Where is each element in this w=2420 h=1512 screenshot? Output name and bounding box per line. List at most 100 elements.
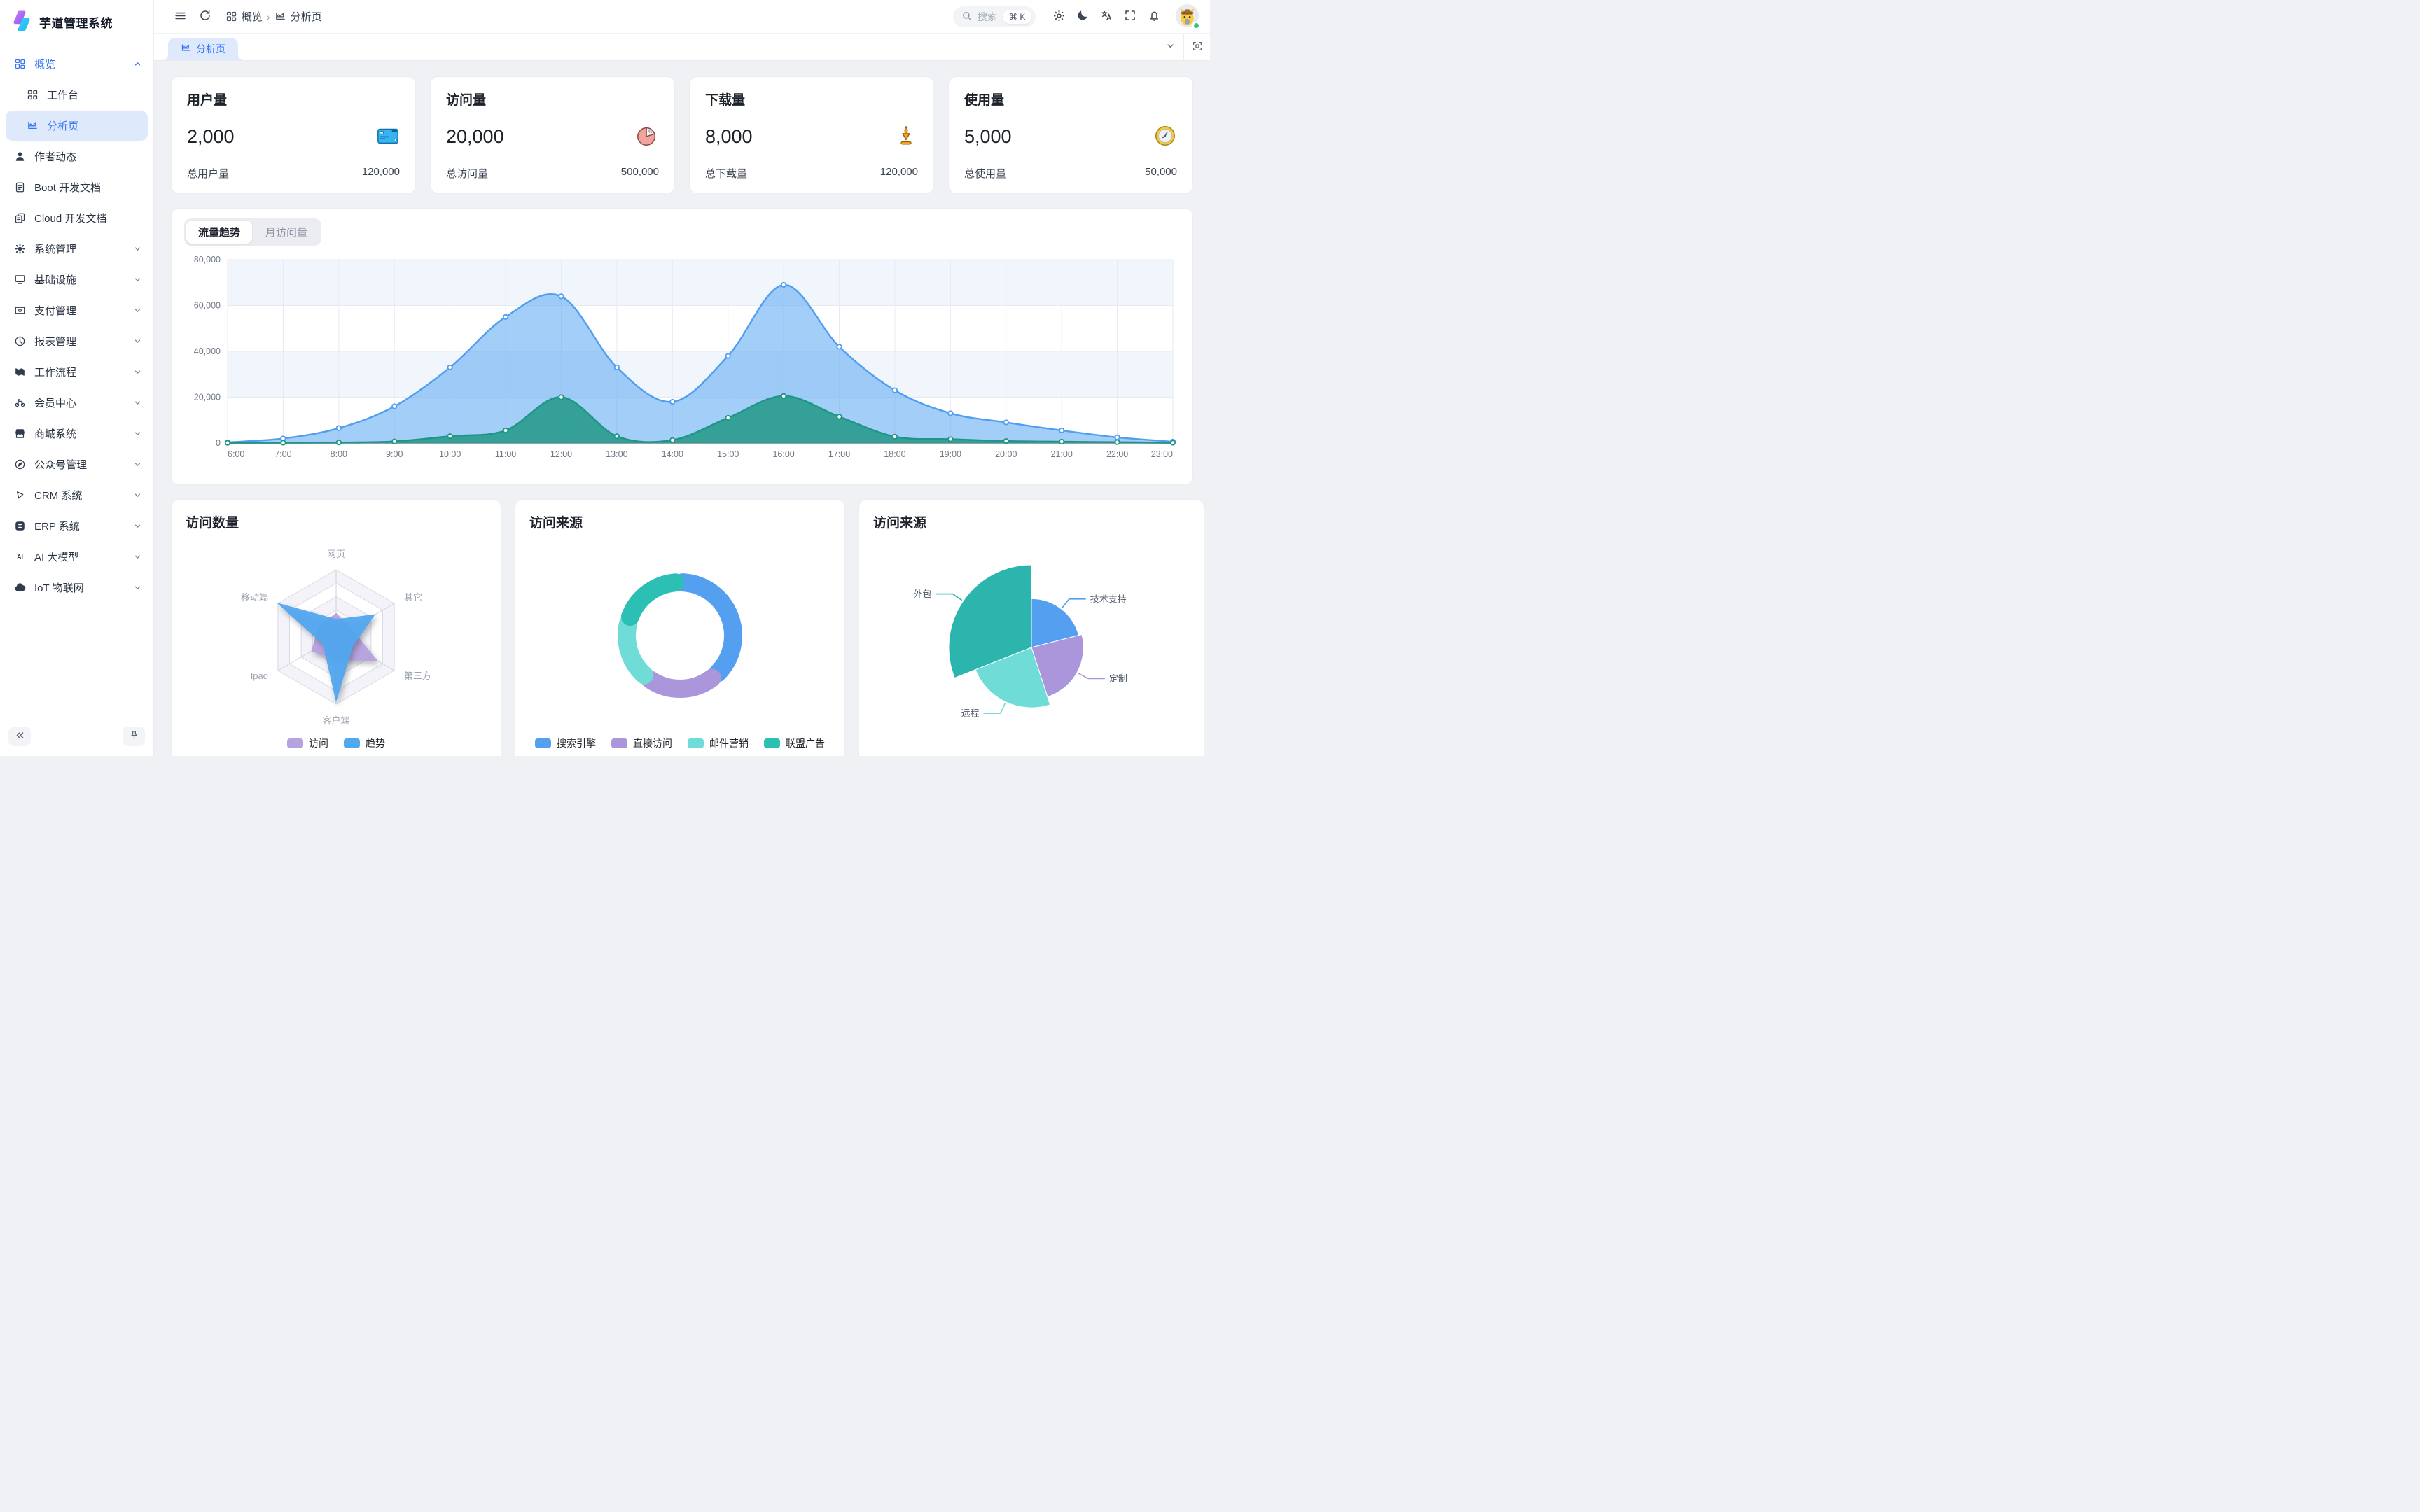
visit-source-donut-chart[interactable] [529,540,830,728]
svg-text:其它: 其它 [404,592,422,603]
sidebar: 芋道管理系统 概览工作台 分析页作者动态 Boot 开发文档 Cloud 开发文档 系统… [0,0,154,756]
trend-tab-月访问量[interactable]: 月访问量 [253,220,319,244]
sidebar-item-报表管理[interactable]: 报表管理 [6,326,148,356]
logo-icon [11,10,32,34]
sidebar-item-系统管理[interactable]: 系统管理 [6,234,148,264]
stat-card-访问量: 访问量 20,000% 总访问量 500,000 [430,76,675,194]
avatar-image [1176,4,1199,27]
dark-mode-button[interactable] [1071,6,1094,27]
svg-text:22:00: 22:00 [1106,449,1128,459]
sidebar-item-CRM 系统[interactable]: CRM 系统 [6,480,148,510]
chevron-down-icon [133,429,142,438]
tab-list-dropdown-button[interactable] [1157,34,1183,60]
tab-label: 分析页 [196,43,225,55]
chevron-down-icon [133,552,142,561]
mall-icon [13,428,26,440]
svg-text:Ipad: Ipad [251,671,268,681]
legend-item-访问[interactable]: 访问 [287,736,328,750]
app-logo[interactable]: 芋道管理系统 [0,0,153,43]
sidebar-item-ERP 系统[interactable]: ERP 系统 [6,511,148,541]
sidebar-item-作者动态[interactable]: 作者动态 [6,141,148,172]
legend-item-联盟广告[interactable]: 联盟广告 [764,736,825,750]
svg-text:20,000: 20,000 [194,393,221,402]
app-title: 芋道管理系统 [39,17,113,30]
legend-item-搜索引擎[interactable]: 搜索引擎 [535,736,596,750]
svg-text:80,000: 80,000 [194,255,221,265]
collapse-sidebar-icon [15,730,25,743]
main-column: 概览 › 分析页 搜索 ⌘ K [154,0,1210,756]
sidebar-item-label: 基础设施 [34,274,77,286]
sidebar-item-工作流程[interactable]: 工作流程 [6,357,148,387]
sidebar-item-label: AI 大模型 [34,552,79,564]
tab-analysis-page[interactable]: 分析页 [162,38,244,60]
trend-tab-switch: 流量趋势 月访问量 [184,218,322,246]
iot-icon [13,582,26,594]
breadcrumb-item-概览[interactable]: 概览 [225,9,263,24]
stat-total-value: 120,000 [879,166,918,178]
search-icon [961,10,972,23]
legend-item-直接访问[interactable]: 直接访问 [611,736,672,750]
sidebar-item-label: 作者动态 [34,151,77,163]
legend-swatch [344,738,360,748]
erp-icon [13,520,26,533]
report-icon [13,335,26,348]
pin-sidebar-button[interactable] [123,727,145,746]
stat-title: 访问量 [446,93,487,108]
member-icon [13,397,26,410]
sidebar-item-公众号管理[interactable]: 公众号管理 [6,449,148,479]
chevron-down-icon [133,522,142,531]
bell-icon [1148,9,1161,24]
sidebar-item-Cloud 开发文档[interactable]: Cloud 开发文档 [6,203,148,233]
notifications-button[interactable] [1142,6,1166,27]
stat-card-用户量: 用户量 2,000 总用户量 120,000 [171,76,416,194]
search-input[interactable]: 搜索 ⌘ K [953,6,1036,27]
sidebar-item-AI 大模型[interactable]: AI AI 大模型 [6,542,148,572]
legend-item-趋势[interactable]: 趋势 [344,736,385,750]
sidebar-item-label: Boot 开发文档 [34,182,102,194]
svg-text:技术支持: 技术支持 [1090,594,1127,604]
fullscreen-button[interactable] [1118,6,1142,27]
svg-text:%: % [648,130,653,134]
traffic-trend-area-chart[interactable]: 0 20,000 40,000 60,000 80,000 6:00 7:00 8:00 9:0… [184,250,1178,467]
hamburger-menu-button[interactable] [169,6,190,27]
stat-value: 8,000 [705,126,753,147]
svg-text:19:00: 19:00 [940,449,961,459]
sidebar-item-IoT 物联网[interactable]: IoT 物联网 [6,573,148,603]
svg-text:14:00: 14:00 [662,449,683,459]
svg-text:18:00: 18:00 [884,449,905,459]
user-avatar[interactable] [1176,4,1200,29]
content-fullscreen-button[interactable] [1183,34,1210,60]
stat-card-下载量: 下载量 8,000 总下载量 120,000 [689,76,934,194]
settings-button[interactable] [1047,6,1071,27]
search-placeholder: 搜索 [978,10,997,22]
sidebar-item-概览[interactable]: 概览 [6,49,148,79]
legend-swatch [764,738,780,748]
language-button[interactable] [1094,6,1118,27]
svg-text:15:00: 15:00 [717,449,739,459]
sidebar-item-label: 概览 [34,59,56,71]
stat-total-value: 500,000 [620,166,659,178]
breadcrumb-item-分析页[interactable]: 分析页 [274,9,322,24]
crm-icon [13,489,26,502]
sidebar-menu: 概览工作台 分析页作者动态 Boot 开发文档 Cloud 开发文档 系统管理基础设施支… [0,43,153,720]
refresh-button[interactable] [195,6,216,27]
stat-total-value: 50,000 [1145,166,1177,178]
svg-text:23:00: 23:00 [1151,449,1173,459]
sidebar-item-支付管理[interactable]: 支付管理 [6,295,148,326]
sidebar-item-分析页[interactable]: 分析页 [6,111,148,141]
analysis-icon [181,43,191,55]
tabbar: 分析页 [154,34,1210,61]
sidebar-item-工作台[interactable]: 工作台 [6,80,148,110]
sidebar-item-基础设施[interactable]: 基础设施 [6,265,148,295]
sidebar-item-会员中心[interactable]: 会员中心 [6,388,148,418]
sidebar-item-Boot 开发文档[interactable]: Boot 开发文档 [6,172,148,202]
stat-title: 下载量 [705,93,746,108]
trend-tab-流量趋势[interactable]: 流量趋势 [186,220,253,244]
svg-text:40,000: 40,000 [194,346,221,356]
sidebar-item-商城系统[interactable]: 商城系统 [6,419,148,449]
stat-title: 用户量 [187,93,228,108]
legend-item-邮件营销[interactable]: 邮件营销 [688,736,749,750]
collapse-sidebar-button[interactable] [8,727,31,746]
